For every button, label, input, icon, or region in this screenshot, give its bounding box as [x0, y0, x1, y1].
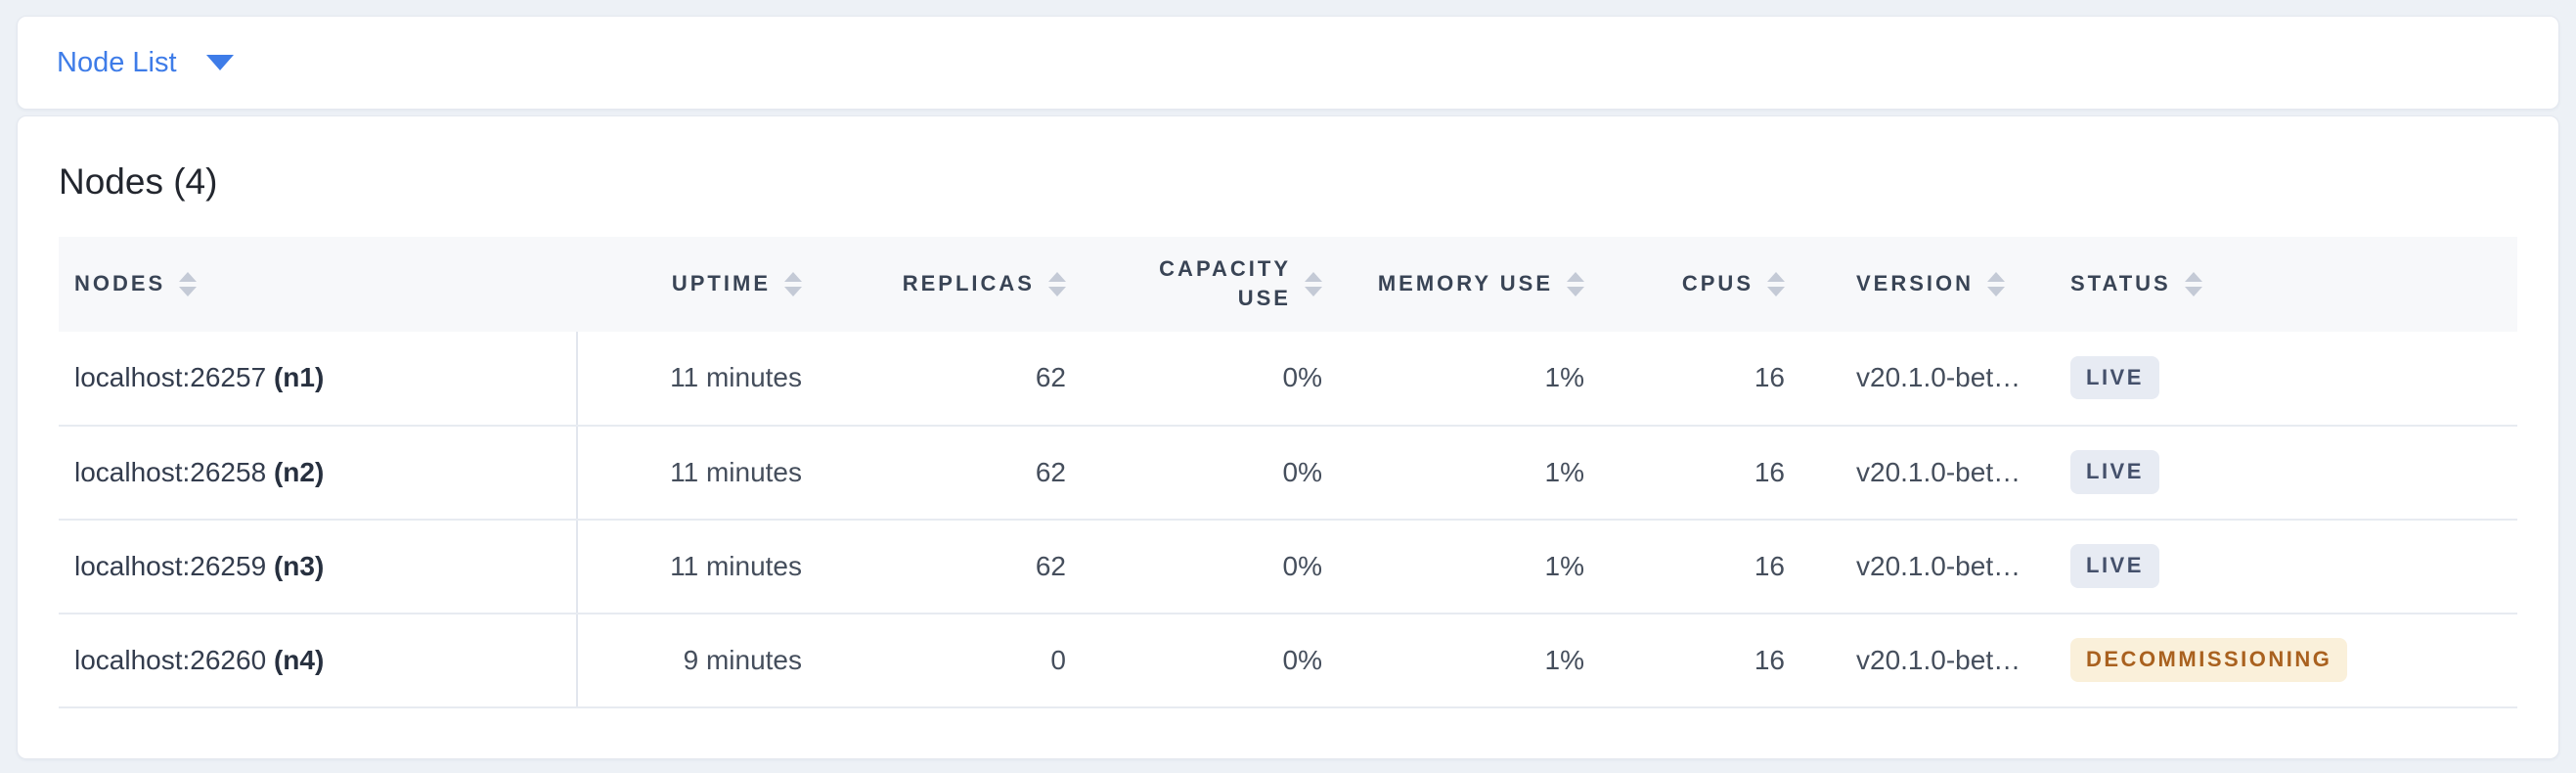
- page-title: Nodes (4): [59, 161, 218, 202]
- column-header-capacity_use[interactable]: CAPACITY USE: [1093, 236, 1350, 332]
- node-id: (n1): [273, 362, 325, 393]
- sort-icon: [1767, 271, 1785, 296]
- node-list-dropdown-label: Node List: [57, 46, 177, 78]
- node-id: (n3): [273, 550, 325, 581]
- nodes-panel: Nodes (4) NODES UPTIME REPLICAS CAPACITY US…: [17, 115, 2559, 759]
- cell-version: v20.1.0-bet…: [1812, 613, 2047, 708]
- cell-capacity_use: 0%: [1093, 331, 1350, 427]
- column-label: VERSION: [1856, 271, 1975, 296]
- cell-uptime: 11 minutes: [577, 331, 829, 427]
- column-header-status[interactable]: STATUS: [2047, 236, 2517, 332]
- column-label: NODES: [74, 271, 166, 296]
- cell-memory_use: 1%: [1350, 331, 1612, 427]
- sort-icon: [1305, 271, 1322, 296]
- cell-status: DECOMMISSIONING: [2047, 613, 2517, 708]
- column-header-uptime[interactable]: UPTIME: [577, 236, 829, 332]
- node-address: localhost:26259: [74, 550, 267, 581]
- caret-down-icon: [205, 55, 234, 70]
- cell-version: v20.1.0-bet…: [1812, 425, 2047, 521]
- table-row[interactable]: localhost:26258 (n2) 11 minutes 62 0% 1% 16 v2…: [59, 425, 2517, 521]
- cell-nodes: localhost:26257 (n1): [59, 331, 578, 427]
- column-label: CPUS: [1681, 271, 1754, 296]
- nodes-table: NODES UPTIME REPLICAS CAPACITY USE MEMORY US…: [59, 236, 2517, 708]
- column-label: REPLICAS: [902, 271, 1035, 296]
- cell-nodes: localhost:26258 (n2): [59, 425, 578, 521]
- cell-uptime: 11 minutes: [577, 519, 829, 614]
- cell-memory_use: 1%: [1350, 519, 1612, 614]
- cell-replicas: 62: [829, 425, 1093, 521]
- cell-replicas: 62: [829, 519, 1093, 614]
- node-id: (n4): [273, 644, 325, 675]
- status-badge: LIVE: [2070, 355, 2159, 400]
- cell-cpus: 16: [1612, 613, 1812, 708]
- node-address: localhost:26257: [74, 362, 267, 393]
- cell-memory_use: 1%: [1350, 613, 1612, 708]
- sort-icon: [179, 271, 198, 296]
- cell-uptime: 11 minutes: [577, 425, 829, 521]
- column-header-nodes[interactable]: NODES: [59, 236, 577, 332]
- view-selector-card: Node List: [17, 16, 2559, 110]
- header-row: NODES UPTIME REPLICAS CAPACITY USE MEMORY US…: [59, 236, 2517, 332]
- status-badge: LIVE: [2070, 544, 2159, 588]
- sort-icon: [1567, 271, 1584, 296]
- node-id: (n2): [273, 456, 325, 487]
- cell-uptime: 9 minutes: [577, 613, 829, 708]
- table-row[interactable]: localhost:26260 (n4) 9 minutes 0 0% 1% 16 v20.…: [59, 613, 2517, 708]
- column-header-version[interactable]: VERSION: [1812, 236, 2047, 332]
- node-address: localhost:26260: [74, 644, 267, 675]
- cell-cpus: 16: [1612, 425, 1812, 521]
- cell-status: LIVE: [2047, 331, 2517, 427]
- column-label: UPTIME: [671, 271, 771, 296]
- column-label: STATUS: [2070, 271, 2171, 296]
- cell-capacity_use: 0%: [1093, 519, 1350, 614]
- cell-cpus: 16: [1612, 519, 1812, 614]
- cell-replicas: 62: [829, 331, 1093, 427]
- table-row[interactable]: localhost:26257 (n1) 11 minutes 62 0% 1% 16 v2…: [59, 331, 2517, 427]
- status-badge: DECOMMISSIONING: [2070, 638, 2348, 682]
- cell-cpus: 16: [1612, 331, 1812, 427]
- table-row[interactable]: localhost:26259 (n3) 11 minutes 62 0% 1% 16 v2…: [59, 519, 2517, 614]
- cell-version: v20.1.0-bet…: [1812, 519, 2047, 614]
- column-header-replicas[interactable]: REPLICAS: [829, 236, 1093, 332]
- cell-status: LIVE: [2047, 425, 2517, 521]
- cell-nodes: localhost:26260 (n4): [59, 613, 578, 708]
- sort-icon: [784, 271, 802, 296]
- cell-nodes: localhost:26259 (n3): [59, 519, 578, 614]
- cell-capacity_use: 0%: [1093, 613, 1350, 708]
- sort-icon: [1048, 271, 1066, 296]
- nodes-table-head: NODES UPTIME REPLICAS CAPACITY USE MEMORY US…: [59, 236, 2517, 332]
- sort-icon: [1987, 271, 2006, 296]
- status-badge: LIVE: [2070, 450, 2159, 494]
- column-header-memory_use[interactable]: MEMORY USE: [1350, 236, 1612, 332]
- cell-version: v20.1.0-bet…: [1812, 331, 2047, 427]
- column-label: MEMORY USE: [1377, 271, 1553, 296]
- cell-replicas: 0: [829, 613, 1093, 708]
- column-label: CAPACITY USE: [1159, 256, 1291, 311]
- cell-capacity_use: 0%: [1093, 425, 1350, 521]
- sort-icon: [2184, 271, 2202, 296]
- node-address: localhost:26258: [74, 456, 267, 487]
- cell-memory_use: 1%: [1350, 425, 1612, 521]
- column-header-cpus[interactable]: CPUS: [1612, 236, 1812, 332]
- cell-status: LIVE: [2047, 519, 2517, 614]
- node-list-dropdown[interactable]: Node List: [57, 46, 234, 78]
- nodes-table-body: localhost:26257 (n1) 11 minutes 62 0% 1% 16 v2…: [59, 331, 2517, 708]
